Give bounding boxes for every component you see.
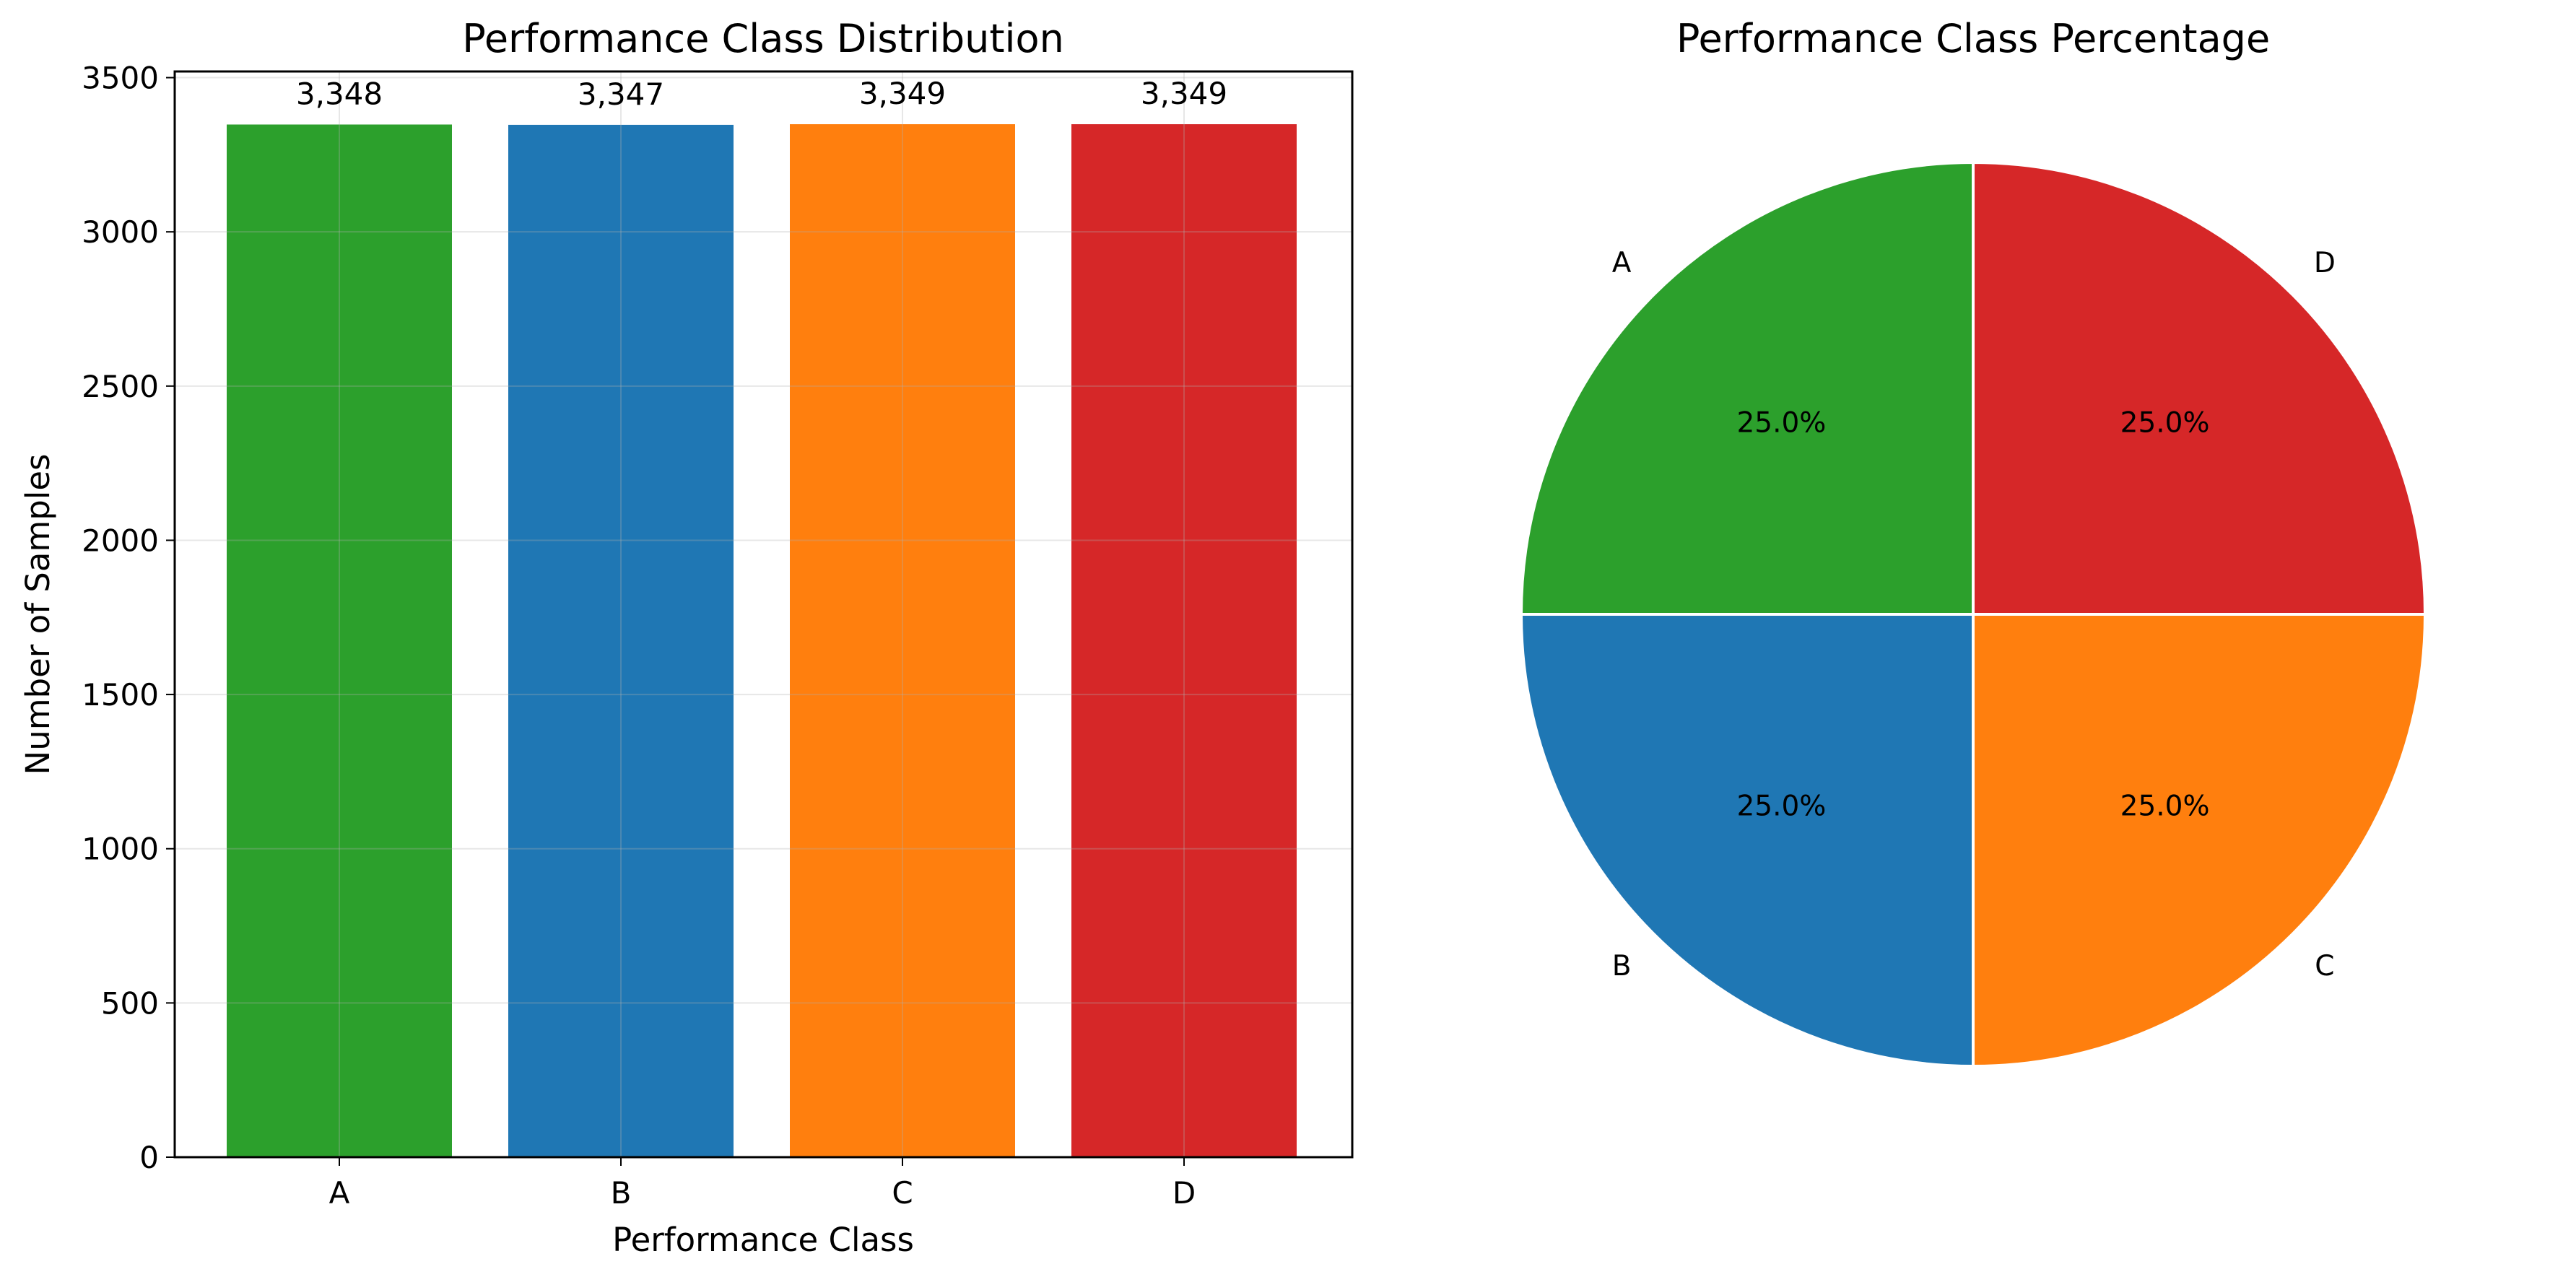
bar-value-label-a: 3,348 <box>296 76 383 111</box>
pie-labels: A 25.0% B 25.0% C 25.0% D 25.0% <box>1612 247 2336 982</box>
bar-x-axis-label: Performance Class <box>612 1221 914 1259</box>
bar-y-tick-label: 2500 <box>82 369 159 404</box>
bar-y-tick-label: 3000 <box>82 214 159 250</box>
bar-plot-frame <box>173 70 1354 1159</box>
bar-chart: Performance Class Distribution 3,348 3,34… <box>19 16 1354 1259</box>
pie-slice-a <box>1520 161 1975 616</box>
pie-slices <box>1520 161 2427 1068</box>
pie-pct-label-d: 25.0% <box>2120 406 2210 439</box>
bar-b <box>508 124 734 1157</box>
bar-y-tick-label: 500 <box>101 985 159 1021</box>
bar-value-label-c: 3,349 <box>859 76 946 111</box>
pie-label-c: C <box>2315 950 2334 982</box>
pie-chart: Performance Class Percentage A 25.0% B 25.0… <box>1520 16 2427 1068</box>
bar-y-tick-label: 3500 <box>82 61 159 96</box>
bar-y-tick-label: 1000 <box>82 832 159 867</box>
bar-x-tick-label-d: D <box>1172 1175 1196 1211</box>
bar-x-tick-label-b: B <box>611 1175 632 1211</box>
pie-pct-label-a: 25.0% <box>1736 406 1826 439</box>
bar-chart-title: Performance Class Distribution <box>462 16 1064 61</box>
pie-slice-b <box>1520 613 1975 1068</box>
bar-x-ticks: A B C D <box>329 1157 1196 1211</box>
bar-x-tick-label-c: C <box>892 1175 913 1211</box>
bar-y-tick-label: 1500 <box>82 677 159 712</box>
bar-y-tick-label: 0 <box>139 1140 159 1175</box>
bar-y-axis-label: Number of Samples <box>19 454 57 775</box>
pie-label-b: B <box>1612 950 1632 982</box>
pie-label-d: D <box>2314 247 2336 279</box>
pie-pct-label-c: 25.0% <box>2120 790 2210 823</box>
bar-y-ticks: 0 500 1000 1500 2000 2500 3000 3500 <box>82 61 175 1175</box>
bar-bars <box>227 124 1297 1158</box>
bar-y-tick-label: 2000 <box>82 523 159 558</box>
pie-slice-c <box>1972 613 2427 1068</box>
bar-value-label-b: 3,347 <box>578 77 664 112</box>
pie-label-a: A <box>1612 247 1632 279</box>
bar-x-tick-label-a: A <box>329 1175 350 1211</box>
bar-value-labels: 3,348 3,347 3,349 3,349 <box>296 76 1227 112</box>
bar-a <box>227 124 452 1157</box>
pie-slice-d <box>1972 161 2427 616</box>
pie-chart-title: Performance Class Percentage <box>1676 16 2270 61</box>
bar-d <box>1071 124 1297 1158</box>
pie-pct-label-b: 25.0% <box>1736 790 1826 823</box>
bar-value-label-d: 3,349 <box>1141 76 1227 111</box>
bar-c <box>790 124 1015 1158</box>
